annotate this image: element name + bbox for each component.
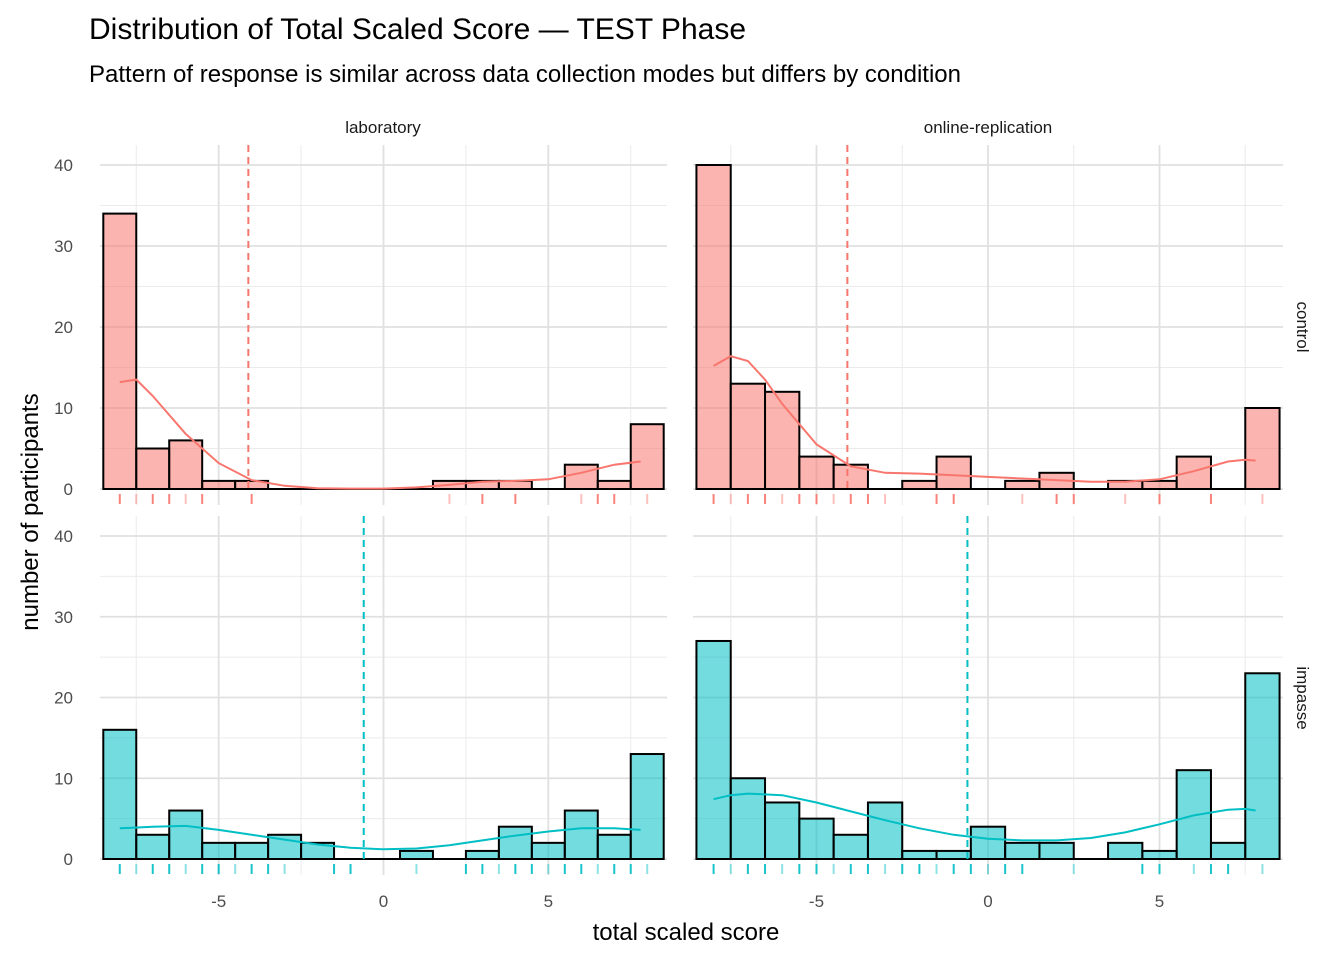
y-tick-label: 0: [64, 850, 73, 869]
histogram-bar: [1004, 841, 1041, 860]
histogram-bar: [1175, 455, 1212, 491]
x-axis-title: total scaled score: [593, 919, 780, 946]
histogram-bar: [764, 390, 801, 490]
facet-panels: [100, 145, 1283, 875]
y-tick-label: 30: [54, 237, 73, 256]
histogram-bar: [729, 382, 767, 491]
panel-online-replication-impasse: [693, 516, 1283, 875]
histogram-bar: [935, 849, 972, 860]
histogram-bar: [832, 833, 869, 861]
histogram-bar: [798, 455, 835, 491]
x-tick-label: -5: [809, 892, 824, 911]
histogram-bar: [1107, 841, 1144, 860]
histogram-bar: [935, 455, 972, 491]
histogram-bar: [563, 463, 599, 491]
x-tick-label: 0: [379, 892, 388, 911]
histogram-bar: [201, 841, 237, 860]
density-curve: [119, 378, 641, 490]
panel-laboratory-control: [100, 145, 667, 505]
histogram-bar: [497, 825, 533, 861]
histogram-bar: [168, 439, 204, 490]
y-tick-label: 0: [64, 480, 73, 499]
histogram-bar: [234, 841, 270, 860]
y-tick-label: 10: [54, 399, 73, 418]
strip-label-row-1: control: [1293, 301, 1312, 352]
histogram-bar: [464, 849, 500, 860]
histogram-bar: [764, 801, 801, 860]
histogram-bar: [135, 447, 171, 490]
x-tick-label: 5: [1155, 892, 1164, 911]
histogram-bar: [901, 849, 938, 860]
strip-label-col-2: online-replication: [924, 118, 1053, 137]
histogram-bar: [596, 833, 632, 861]
histogram-bar: [201, 479, 237, 490]
panel-laboratory-impasse: [100, 516, 667, 875]
histogram-bar: [1209, 841, 1247, 860]
histogram-bar: [729, 777, 767, 860]
x-tick-label: -5: [211, 892, 226, 911]
histogram-bar: [1244, 407, 1281, 490]
histogram-bar: [901, 479, 938, 490]
chart-title: Distribution of Total Scaled Score — TES…: [89, 13, 746, 46]
x-tick-label: 5: [544, 892, 553, 911]
y-axis-title: number of participants: [17, 393, 44, 630]
y-tick-label: 30: [54, 608, 73, 627]
histogram-bar: [866, 801, 904, 860]
histogram-bar: [1141, 479, 1178, 490]
histogram-bar: [1004, 479, 1041, 490]
histogram-bar: [1038, 841, 1075, 860]
y-tick-label: 40: [54, 527, 73, 546]
y-tick-label: 10: [54, 769, 73, 788]
panel-online-replication-control: [693, 145, 1283, 505]
strip-label-col-1: laboratory: [345, 118, 421, 137]
histogram-bar: [832, 463, 869, 491]
density-curve: [119, 824, 641, 851]
histogram-bar: [300, 841, 336, 860]
x-tick-label: 0: [983, 892, 992, 911]
histogram-bar: [1141, 849, 1178, 860]
y-tick-label: 40: [54, 156, 73, 175]
histogram-bar: [629, 423, 665, 491]
histogram-bar: [695, 639, 732, 860]
y-tick-labels: 0 10 20 30 40 0 10 20 30 40: [54, 156, 73, 869]
x-tick-labels: -5 0 5 -5 0 5: [211, 892, 1164, 911]
histogram-bar: [798, 817, 835, 860]
strip-label-row-2: impasse: [1293, 666, 1312, 729]
histogram-bar: [596, 479, 632, 490]
histogram-bar: [135, 833, 171, 861]
density-curve: [713, 355, 1256, 483]
histogram-bar: [102, 728, 138, 860]
y-tick-label: 20: [54, 689, 73, 708]
histogram-bar: [168, 809, 204, 860]
y-tick-label: 20: [54, 318, 73, 337]
histogram-bar: [969, 825, 1007, 861]
histogram-bar: [695, 164, 732, 490]
histogram-bar: [102, 212, 138, 490]
histogram-bar: [629, 753, 665, 861]
density-curve: [713, 792, 1256, 842]
histogram-bar: [1244, 672, 1281, 861]
histogram-bar: [563, 809, 599, 860]
chart-subtitle: Pattern of response is similar across da…: [89, 61, 961, 88]
histogram-bar: [530, 841, 566, 860]
histogram-bar: [398, 849, 434, 860]
